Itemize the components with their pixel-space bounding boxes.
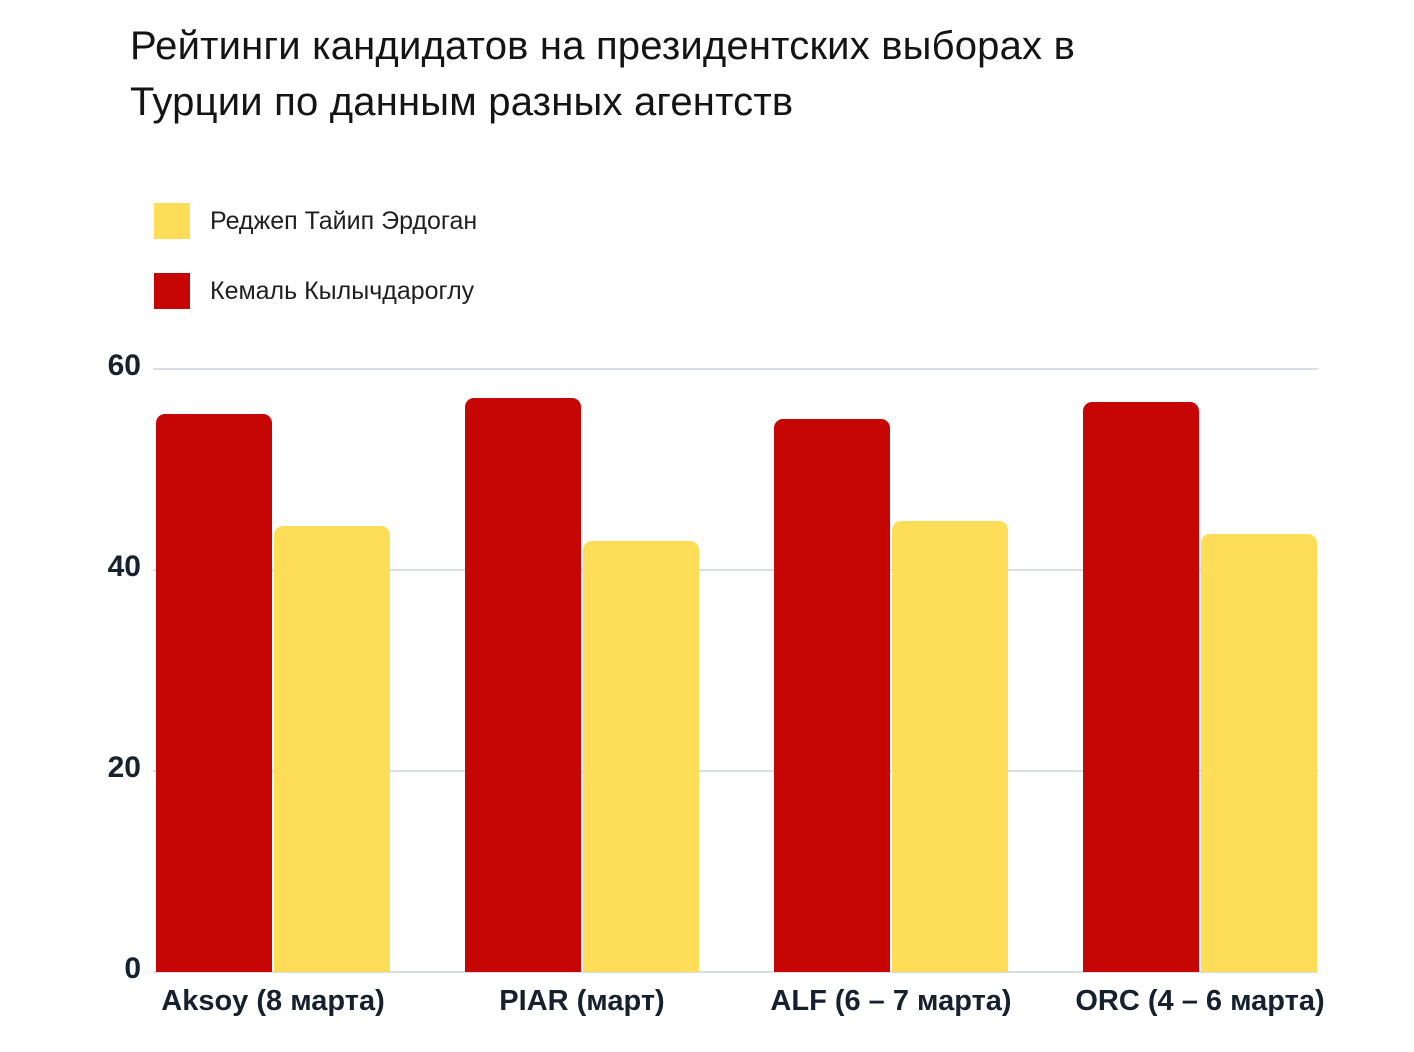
legend-label-kilicdaroglu: Кемаль Кылычдароглу — [210, 276, 475, 305]
chart-title: Рейтинги кандидатов на президентских выб… — [130, 18, 1075, 130]
bar-kilicdaroglu-aksoy — [156, 414, 272, 972]
bar-erdogan-alf — [892, 521, 1008, 972]
x-axis-label-piar: PIAR (март) — [499, 985, 665, 1017]
bar-kilicdaroglu-piar — [465, 398, 581, 972]
y-axis-tick-20: 20 — [107, 751, 141, 784]
legend-swatch-yellow-icon — [154, 203, 190, 239]
legend-item-kilicdaroglu: Кемаль Кылычдароглу — [154, 273, 477, 309]
chart-title-line-2: Турции по данным разных агентств — [130, 80, 794, 124]
chart-title-line-1: Рейтинги кандидатов на президентских выб… — [130, 24, 1076, 68]
legend-item-erdogan: Реджеп Тайип Эрдоган — [154, 203, 477, 239]
y-axis-tick-60: 60 — [107, 349, 141, 382]
gridline-y-40 — [153, 569, 1318, 571]
bar-erdogan-orc — [1201, 534, 1317, 972]
y-axis-tick-0: 0 — [124, 952, 141, 985]
legend-swatch-red-icon — [154, 273, 190, 309]
x-axis-label-orc: ORC (4 – 6 марта) — [1075, 985, 1325, 1017]
bar-kilicdaroglu-orc — [1083, 402, 1199, 972]
gridline-y-0 — [153, 971, 1318, 973]
y-axis-tick-40: 40 — [107, 550, 141, 583]
gridline-y-60 — [153, 368, 1318, 370]
x-axis-label-alf: ALF (6 – 7 марта) — [770, 985, 1012, 1017]
x-axis-label-aksoy: Aksoy (8 марта) — [161, 985, 385, 1017]
legend-label-erdogan: Реджеп Тайип Эрдоган — [210, 206, 478, 235]
bar-erdogan-aksoy — [274, 526, 390, 972]
legend: Реджеп Тайип Эрдоган Кемаль Кылычдароглу — [154, 203, 477, 343]
bar-erdogan-piar — [583, 541, 699, 972]
bar-kilicdaroglu-alf — [774, 419, 890, 972]
gridline-y-20 — [153, 770, 1318, 772]
